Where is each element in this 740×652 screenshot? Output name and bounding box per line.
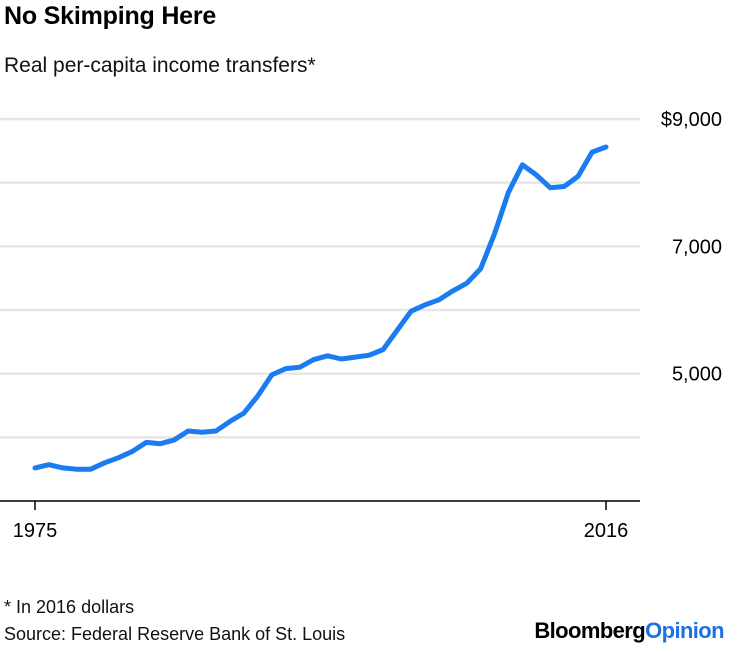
series-line-0	[32, 144, 609, 472]
data-point-2006	[466, 283, 467, 284]
y-tick-label-5000: 5,000	[672, 364, 722, 386]
x-tick-label-1975: 1975	[13, 520, 58, 542]
data-point-1986	[188, 430, 189, 431]
data-point-2000	[383, 349, 384, 350]
data-point-2009	[508, 192, 509, 193]
data-point-1992	[271, 374, 272, 375]
data-point-2005	[452, 290, 453, 291]
data-point-2010	[522, 164, 523, 165]
footnote: * In 2016 dollars	[4, 597, 135, 617]
data-point-1985	[174, 439, 175, 440]
data-point-1980	[104, 462, 105, 463]
data-point-1982	[132, 451, 133, 452]
data-point-2004	[438, 299, 439, 300]
chart-title: No Skimping Here	[4, 2, 217, 30]
data-point-1984	[160, 443, 161, 444]
data-point-1998	[355, 357, 356, 358]
brand-logo-part2: Opinion	[645, 618, 725, 643]
data-point-1997	[341, 359, 342, 360]
data-point-2012	[550, 187, 551, 188]
data-point-1991	[257, 395, 258, 396]
data-point-1994	[299, 367, 300, 368]
data-point-1976	[48, 464, 49, 465]
data-point-1975	[35, 467, 36, 468]
data-point-2016	[606, 147, 607, 148]
data-point-1979	[90, 469, 91, 470]
data-point-2008	[494, 233, 495, 234]
y-tick-label-9000: $9,000	[661, 109, 722, 131]
data-point-2007	[480, 268, 481, 269]
data-point-1990	[243, 413, 244, 414]
data-point-1996	[327, 355, 328, 356]
data-point-1988	[216, 430, 217, 431]
brand-logo-part1: Bloomberg	[534, 618, 646, 643]
data-point-2002	[411, 311, 412, 312]
brand-logo: BloombergOpinion	[534, 618, 724, 644]
data-point-1993	[285, 368, 286, 369]
data-point-1999	[369, 355, 370, 356]
y-tick-label-7000: 7,000	[672, 236, 722, 258]
data-point-2014	[578, 176, 579, 177]
data-point-1978	[76, 469, 77, 470]
data-point-1989	[229, 421, 230, 422]
data-point-2015	[592, 152, 593, 153]
source-note: Source: Federal Reserve Bank of St. Loui…	[4, 624, 346, 644]
data-point-1977	[62, 467, 63, 468]
chart-subtitle: Real per-capita income transfers*	[4, 54, 316, 77]
data-point-1983	[146, 442, 147, 443]
data-point-2001	[397, 330, 398, 331]
data-point-1981	[118, 457, 119, 458]
data-point-1995	[313, 359, 314, 360]
data-point-2003	[424, 304, 425, 305]
data-point-2013	[564, 186, 565, 187]
x-tick-label-2016: 2016	[584, 520, 629, 542]
data-point-1987	[202, 432, 203, 433]
data-point-2011	[536, 175, 537, 176]
